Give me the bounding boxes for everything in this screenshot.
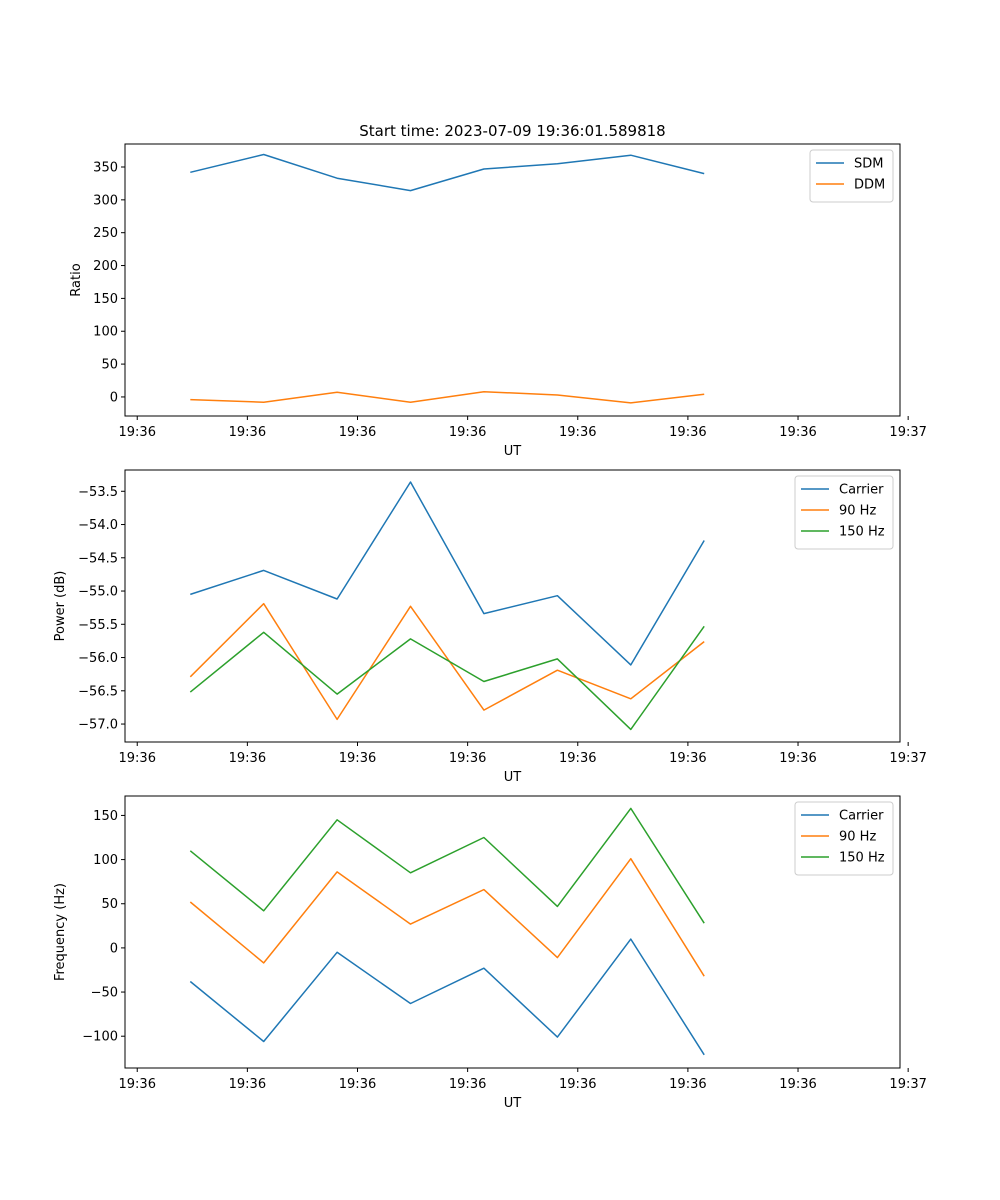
legend-entry: DDM	[854, 178, 885, 193]
y-tick-label: 100	[93, 325, 118, 340]
y-tick-label: 100	[93, 853, 118, 868]
x-tick-label: 19:36	[559, 751, 596, 766]
y-axis-label: Power (dB)	[53, 571, 68, 642]
x-tick-label: 19:36	[449, 425, 486, 440]
plot-frame	[124, 143, 901, 417]
x-tick-label: 19:36	[559, 1077, 596, 1092]
legend-entry: Carrier	[839, 483, 884, 498]
series-line-ddm	[190, 390, 705, 404]
y-tick-label: 150	[93, 292, 118, 307]
y-axis-label: Ratio	[69, 263, 84, 296]
y-tick-label: −55.5	[78, 618, 118, 633]
series-line-90-hz	[189, 602, 705, 721]
y-tick-label: −55.0	[78, 585, 118, 600]
x-tick-label: 19:36	[229, 425, 266, 440]
series-line-150-hz	[189, 625, 705, 731]
x-tick-label: 19:36	[449, 1077, 486, 1092]
x-tick-label: 19:36	[229, 1077, 266, 1092]
x-axis-label: UT	[504, 1096, 522, 1111]
x-tick-label: 19:36	[119, 751, 156, 766]
legend: Carrier 90 Hz 150 Hz	[794, 475, 894, 550]
x-tick-label: 19:36	[339, 751, 376, 766]
x-tick-label: 19:36	[449, 751, 486, 766]
y-tick-label: 0	[110, 390, 118, 405]
series-line-150-hz	[189, 807, 705, 924]
y-axis-label: Frequency (Hz)	[53, 883, 68, 981]
chart-panel-2: −57.0 −56.5 −56.0 −55.5 −55.0 −54.5 −54.0 −53.5…	[53, 469, 927, 785]
x-tick-label: 19:36	[779, 425, 816, 440]
y-tick-label: 350	[93, 160, 118, 175]
y-tick-label: 150	[93, 809, 118, 824]
legend-entry: Carrier	[839, 809, 884, 824]
y-tick-label: −53.5	[78, 485, 118, 500]
y-tick-label: −54.5	[78, 551, 118, 566]
plot-frame	[124, 795, 901, 1069]
series-line-carrier	[189, 938, 705, 1056]
x-axis-label: UT	[504, 444, 522, 459]
y-tick-label: −56.5	[78, 684, 118, 699]
series-line-carrier	[190, 481, 705, 666]
chart-panel-3: −100 −50 0 50 100 150 19:36 19:36 19:36 19:36 19:3…	[53, 795, 927, 1111]
x-tick-label: 19:36	[669, 425, 706, 440]
y-tick-label: 250	[93, 226, 118, 241]
y-tick-label: 50	[101, 358, 118, 373]
x-tick-label: 19:36	[779, 751, 816, 766]
y-tick-label: 50	[101, 897, 118, 912]
chart-panel-1: 0 50 100 150 200 250 300 350 19:36 19:36 19:36 19:3…	[69, 122, 927, 459]
plot-frame	[124, 469, 901, 743]
x-tick-label: 19:36	[669, 1077, 706, 1092]
x-tick-label: 19:36	[119, 425, 156, 440]
legend-entry: 150 Hz	[839, 525, 885, 540]
legend-entry: SDM	[854, 157, 883, 172]
legend: SDM DDM	[809, 149, 894, 203]
chart-title: Start time: 2023-07-09 19:36:01.589818	[359, 122, 665, 140]
x-axis-label: UT	[504, 770, 522, 785]
y-tick-label: −50	[91, 986, 118, 1001]
x-tick-label: 19:36	[779, 1077, 816, 1092]
legend-entry: 90 Hz	[839, 830, 876, 845]
x-tick-label: 19:36	[339, 425, 376, 440]
legend-entry: 90 Hz	[839, 504, 876, 519]
legend: Carrier 90 Hz 150 Hz	[794, 801, 894, 876]
y-tick-label: −56.0	[78, 651, 118, 666]
x-tick-label: 19:36	[119, 1077, 156, 1092]
legend-entry: 150 Hz	[839, 851, 885, 866]
x-tick-label: 19:37	[889, 425, 926, 440]
x-tick-label: 19:36	[339, 1077, 376, 1092]
y-tick-label: −54.0	[78, 518, 118, 533]
x-tick-label: 19:36	[669, 751, 706, 766]
y-tick-label: −57.0	[78, 718, 118, 733]
y-tick-label: −100	[82, 1030, 118, 1045]
x-tick-label: 19:37	[889, 751, 926, 766]
x-tick-label: 19:36	[229, 751, 266, 766]
x-tick-label: 19:36	[559, 425, 596, 440]
y-tick-label: 0	[110, 941, 118, 956]
x-tick-label: 19:37	[889, 1077, 926, 1092]
series-line-90-hz	[189, 857, 705, 977]
y-tick-label: 300	[93, 193, 118, 208]
y-tick-label: 200	[93, 259, 118, 274]
series-line-sdm	[190, 153, 705, 192]
